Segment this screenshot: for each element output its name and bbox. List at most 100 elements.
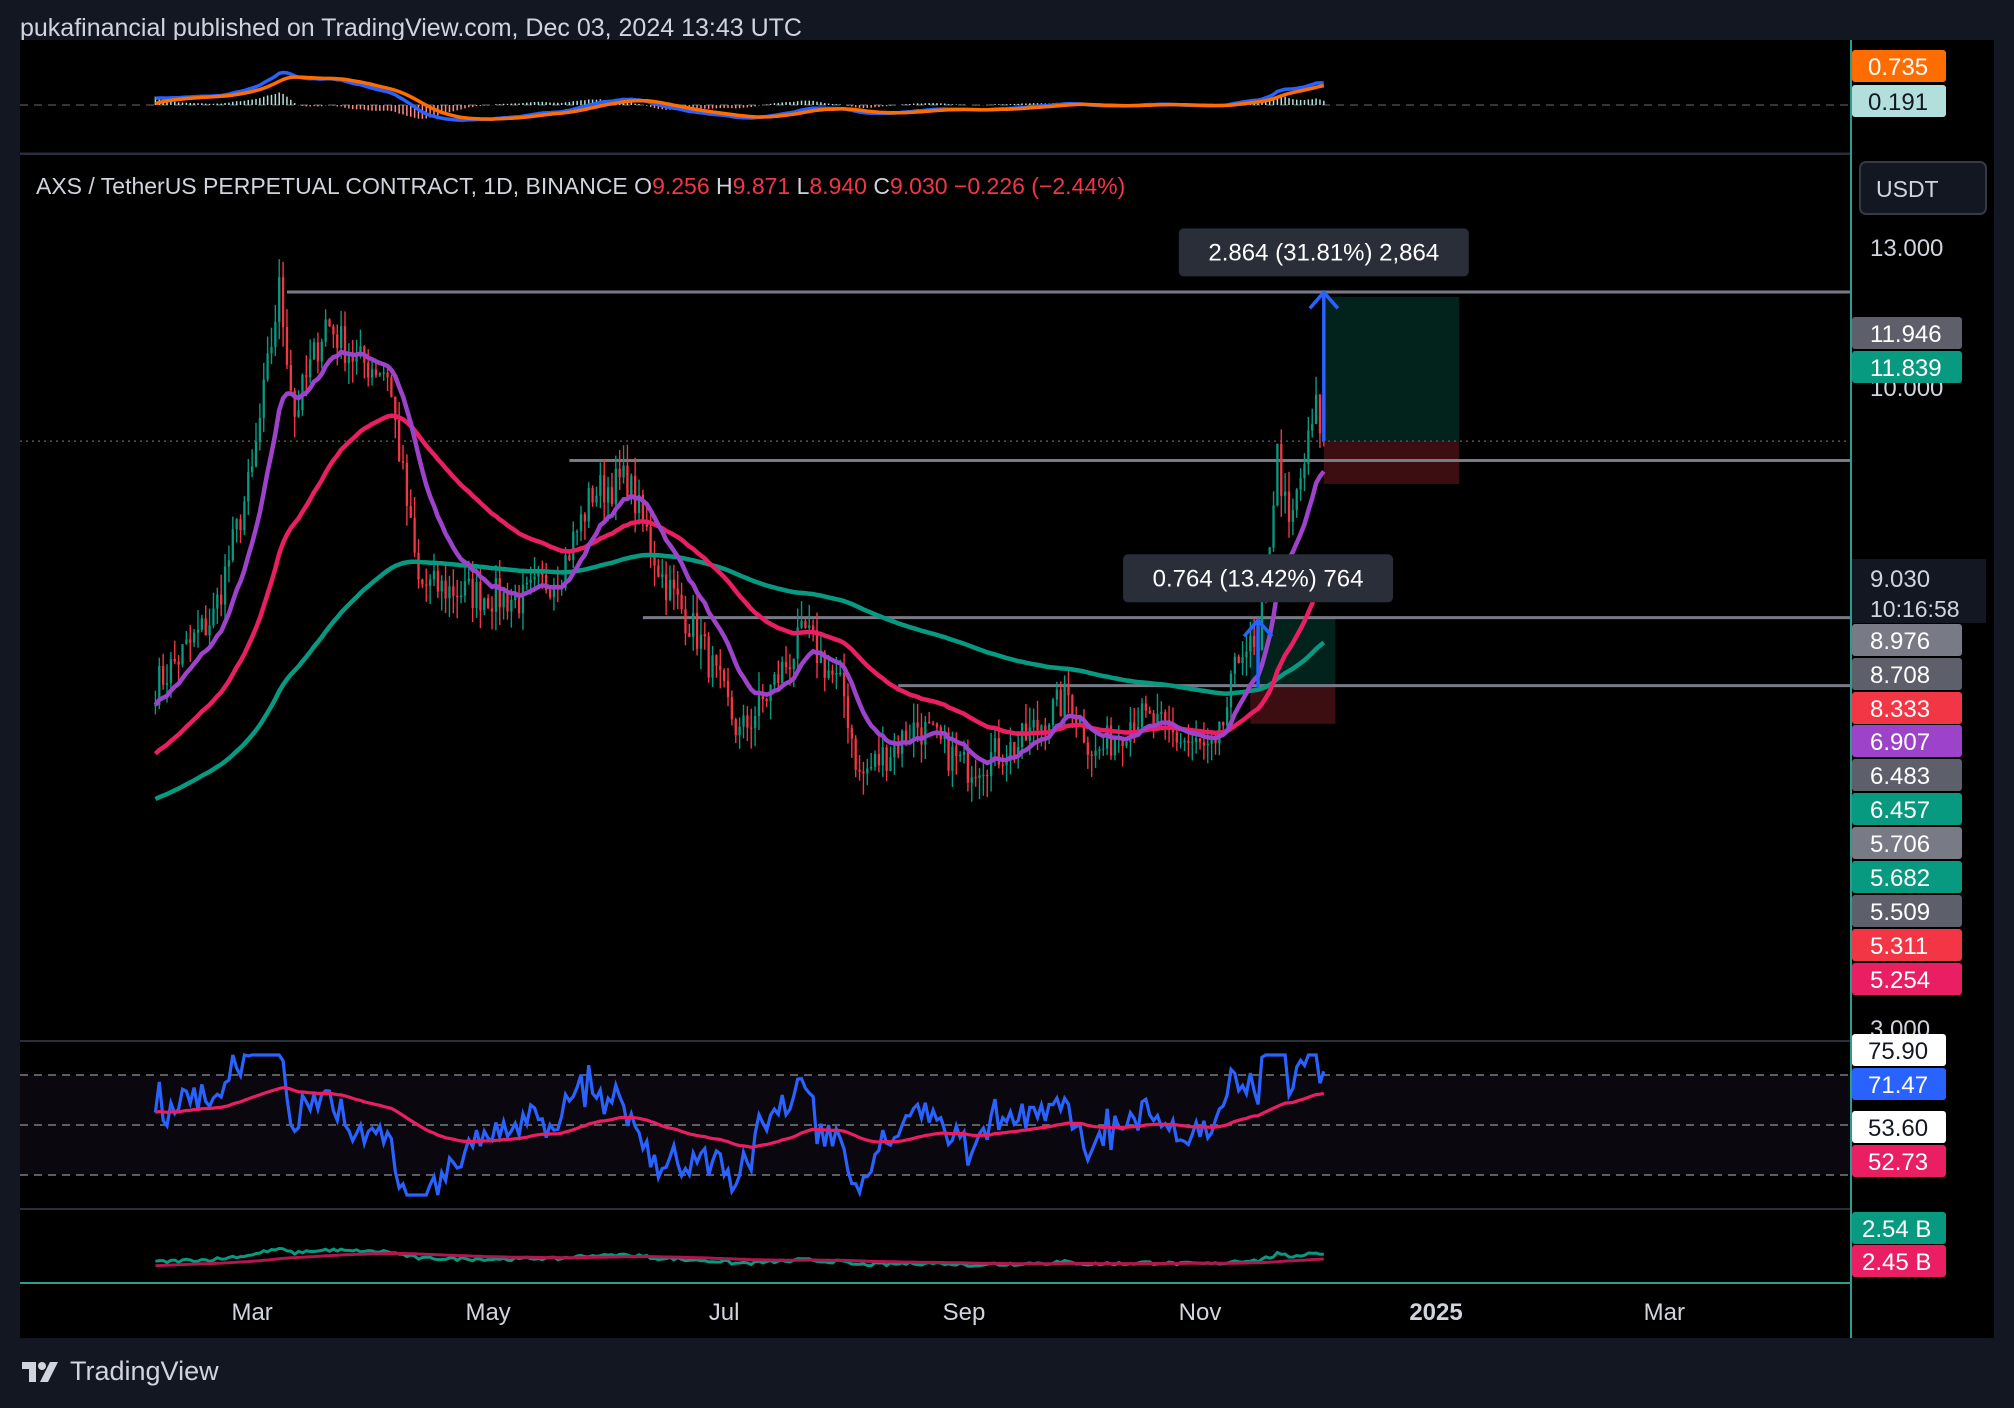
- candle-body: [281, 277, 285, 328]
- candle-body: [1082, 717, 1086, 743]
- candle-body: [1098, 749, 1101, 751]
- candle-body: [467, 578, 470, 582]
- candle-body: [432, 570, 436, 580]
- legend-text: AXS / TetherUS PERPETUAL CONTRACT, 1D, B…: [36, 173, 1125, 199]
- candle-body: [514, 595, 517, 601]
- price-label: 11.946: [1870, 321, 1942, 348]
- candle-body: [297, 410, 300, 417]
- candle-body: [390, 377, 393, 397]
- countdown-label: 10:16:58: [1870, 596, 1960, 622]
- candle-body: [796, 627, 799, 659]
- ema-50-line: [153, 413, 1326, 756]
- macd-label-box: [1852, 50, 1946, 82]
- candle-body: [436, 570, 440, 592]
- candle-body: [889, 757, 892, 772]
- candle-body: [722, 670, 726, 681]
- candle-body: [753, 716, 757, 729]
- candle-body: [989, 752, 993, 777]
- candle-body: [397, 420, 401, 462]
- time-tick-label: Nov: [1179, 1299, 1222, 1326]
- candle-body: [630, 475, 633, 498]
- candle-body: [196, 629, 200, 633]
- price-label-box: [1852, 351, 1962, 383]
- candle-body: [324, 319, 327, 342]
- price-label-box: [1852, 759, 1962, 791]
- candle-body: [947, 732, 950, 771]
- candle-body: [792, 658, 795, 670]
- footer-brand-text: TradingView: [70, 1356, 219, 1386]
- price-label-box: [1852, 793, 1962, 825]
- candle-body: [490, 608, 494, 612]
- candle-body: [1005, 761, 1008, 766]
- candle-body: [1067, 683, 1070, 696]
- candle-body: [893, 744, 896, 758]
- candle-body: [1102, 748, 1105, 750]
- candle-body: [440, 580, 443, 592]
- candle-body: [382, 372, 385, 374]
- publish-header: pukafinancial published on TradingView.c…: [20, 14, 802, 42]
- candle-body: [428, 579, 432, 586]
- candle-body: [916, 722, 919, 728]
- candle-body: [452, 586, 455, 596]
- rsi-line: [153, 1053, 1326, 1198]
- candle-body: [668, 579, 672, 601]
- candle-body: [773, 674, 776, 685]
- candle-body: [591, 487, 594, 503]
- currency-button[interactable]: [1859, 161, 1987, 215]
- candle-body: [672, 579, 676, 589]
- candle-body: [154, 705, 157, 707]
- candle-body: [715, 655, 718, 666]
- candle-body: [289, 364, 292, 391]
- macd-signal-line: [154, 75, 1325, 121]
- price-label: 8.976: [1870, 628, 1930, 655]
- price-label: 5.509: [1870, 899, 1930, 926]
- candle-body: [374, 369, 378, 376]
- candle-body: [1222, 721, 1225, 726]
- candle-body: [695, 613, 699, 649]
- candle-body: [1090, 754, 1093, 756]
- candle-body: [1160, 712, 1163, 714]
- candle-body: [448, 586, 451, 599]
- candle-body: [1229, 673, 1233, 708]
- candle-body: [1136, 726, 1140, 731]
- candle-body: [835, 673, 838, 675]
- candle-body: [1075, 718, 1078, 724]
- candle-body: [1287, 491, 1291, 522]
- rsi-plot: [20, 1053, 1850, 1198]
- candle-body: [1040, 725, 1043, 731]
- macd-value-label: 0.735: [1868, 54, 1928, 81]
- candle-body: [312, 342, 316, 360]
- candle-body: [359, 346, 362, 355]
- macd-pane: [20, 40, 1850, 152]
- candle-body: [1187, 740, 1190, 743]
- currency-label: USDT: [1876, 176, 1939, 202]
- ema-200-line: [154, 552, 1326, 802]
- candle-body: [316, 342, 320, 362]
- candle-body: [231, 529, 234, 561]
- candle-body: [579, 514, 583, 532]
- candle-body: [459, 595, 463, 598]
- candle-body: [603, 475, 606, 503]
- candle-body: [870, 766, 873, 769]
- candle-body: [529, 579, 532, 583]
- candle-body: [405, 462, 409, 506]
- candle-body: [1001, 764, 1004, 766]
- candle-body: [1121, 738, 1124, 747]
- macd-label-box: [1852, 85, 1946, 117]
- candle-body: [169, 659, 173, 684]
- symbol-legend: AXS / TetherUS PERPETUAL CONTRACT, 1D, B…: [36, 173, 1125, 199]
- candle-body: [912, 722, 915, 742]
- candle-body: [958, 754, 962, 757]
- candle-body: [525, 582, 528, 585]
- candle-body: [1214, 739, 1217, 744]
- candle-body: [533, 576, 536, 580]
- measure-label-box: [1178, 228, 1469, 277]
- candle-body: [854, 738, 857, 770]
- candle-body: [235, 519, 238, 530]
- candle-body: [1179, 742, 1182, 744]
- candle-body: [1009, 741, 1012, 762]
- candle-body: [819, 652, 823, 663]
- main-plot: [20, 259, 1850, 802]
- price-label-box: [1852, 725, 1962, 757]
